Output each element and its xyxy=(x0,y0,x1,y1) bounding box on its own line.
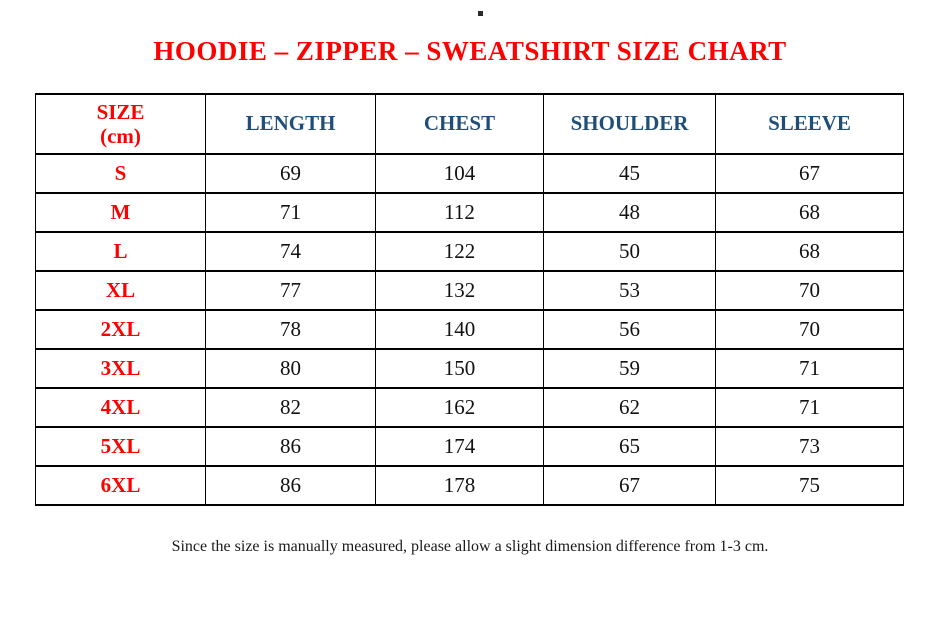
broken-image-dot xyxy=(478,11,483,16)
size-label: L xyxy=(35,231,206,272)
table-row: M 71 112 48 68 xyxy=(35,192,904,233)
sleeve-value: 71 xyxy=(715,387,904,428)
chest-value: 174 xyxy=(375,426,544,467)
column-header-shoulder: SHOULDER xyxy=(543,93,716,155)
column-header-sleeve: SLEEVE xyxy=(715,93,904,155)
page-title: HOODIE – ZIPPER – SWEATSHIRT SIZE CHART xyxy=(153,36,787,66)
table-row: L 74 122 50 68 xyxy=(35,231,904,272)
shoulder-value: 67 xyxy=(543,465,716,506)
size-header-line1: SIZE xyxy=(96,99,145,124)
size-label: 6XL xyxy=(35,465,206,506)
length-value: 82 xyxy=(205,387,376,428)
size-chart-table: SIZE (cm) LENGTH CHEST SHOULDER SLEEVE S… xyxy=(35,93,904,506)
length-value: 86 xyxy=(205,426,376,467)
column-header-chest: CHEST xyxy=(375,93,544,155)
length-value: 86 xyxy=(205,465,376,506)
table-row: 4XL 82 162 62 71 xyxy=(35,387,904,428)
shoulder-value: 50 xyxy=(543,231,716,272)
sleeve-value: 68 xyxy=(715,192,904,233)
chest-value: 140 xyxy=(375,309,544,350)
shoulder-value: 53 xyxy=(543,270,716,311)
column-header-length: LENGTH xyxy=(205,93,376,155)
shoulder-value: 59 xyxy=(543,348,716,389)
length-value: 71 xyxy=(205,192,376,233)
size-label: S xyxy=(35,153,206,194)
length-value: 74 xyxy=(205,231,376,272)
shoulder-value: 48 xyxy=(543,192,716,233)
size-label: 3XL xyxy=(35,348,206,389)
size-label: M xyxy=(35,192,206,233)
shoulder-value: 45 xyxy=(543,153,716,194)
table-row: 3XL 80 150 59 71 xyxy=(35,348,904,389)
size-header-line2: (cm) xyxy=(100,124,141,148)
column-header-size: SIZE (cm) xyxy=(35,93,206,155)
chest-value: 132 xyxy=(375,270,544,311)
chest-value: 112 xyxy=(375,192,544,233)
length-value: 69 xyxy=(205,153,376,194)
size-label: XL xyxy=(35,270,206,311)
chest-value: 122 xyxy=(375,231,544,272)
measurement-disclaimer: Since the size is manually measured, ple… xyxy=(171,538,769,555)
shoulder-value: 62 xyxy=(543,387,716,428)
size-label: 4XL xyxy=(35,387,206,428)
size-label: 2XL xyxy=(35,309,206,350)
chest-value: 162 xyxy=(375,387,544,428)
sleeve-value: 70 xyxy=(715,309,904,350)
table-row: 2XL 78 140 56 70 xyxy=(35,309,904,350)
shoulder-value: 65 xyxy=(543,426,716,467)
sleeve-value: 67 xyxy=(715,153,904,194)
length-value: 80 xyxy=(205,348,376,389)
table-row: 5XL 86 174 65 73 xyxy=(35,426,904,467)
length-value: 78 xyxy=(205,309,376,350)
size-label: 5XL xyxy=(35,426,206,467)
chest-value: 104 xyxy=(375,153,544,194)
length-value: 77 xyxy=(205,270,376,311)
table-row: XL 77 132 53 70 xyxy=(35,270,904,311)
table-header-row: SIZE (cm) LENGTH CHEST SHOULDER SLEEVE xyxy=(35,93,904,155)
sleeve-value: 71 xyxy=(715,348,904,389)
sleeve-value: 68 xyxy=(715,231,904,272)
table-row: S 69 104 45 67 xyxy=(35,153,904,194)
sleeve-value: 73 xyxy=(715,426,904,467)
chest-value: 178 xyxy=(375,465,544,506)
table-row: 6XL 86 178 67 75 xyxy=(35,465,904,506)
sleeve-value: 70 xyxy=(715,270,904,311)
shoulder-value: 56 xyxy=(543,309,716,350)
sleeve-value: 75 xyxy=(715,465,904,506)
chest-value: 150 xyxy=(375,348,544,389)
